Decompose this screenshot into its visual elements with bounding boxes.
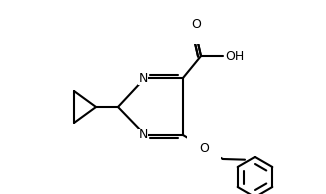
- Text: OH: OH: [225, 49, 244, 62]
- Text: N: N: [138, 72, 148, 85]
- Text: O: O: [199, 141, 209, 154]
- Text: N: N: [138, 128, 148, 141]
- Text: O: O: [191, 18, 201, 31]
